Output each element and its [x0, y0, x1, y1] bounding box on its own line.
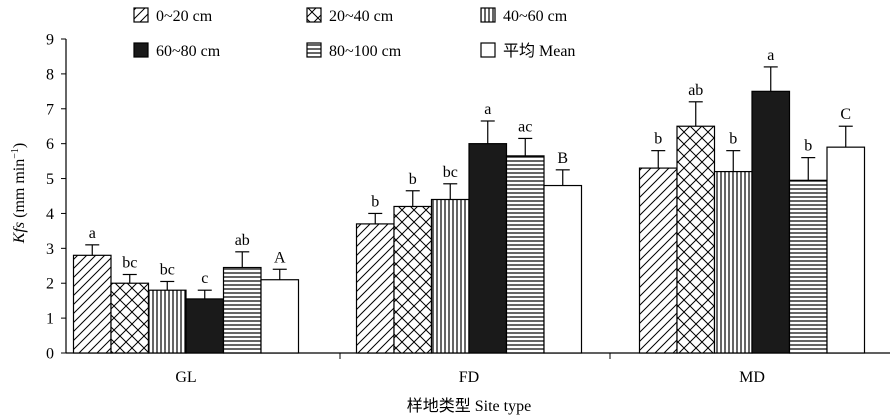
y-axis-label: Kfs (mm min−1): [10, 143, 28, 244]
y-tick-label: 2: [46, 276, 54, 293]
significance-letter: b: [729, 131, 737, 148]
legend-swatch: [480, 42, 496, 58]
bar: [638, 167, 678, 354]
x-axis-label: 样地类型 Site type: [407, 397, 531, 415]
legend-label: 20~40 cm: [329, 8, 394, 25]
significance-letter: bc: [122, 255, 137, 272]
bar: [222, 266, 262, 354]
y-tick-label: 3: [46, 241, 54, 258]
bar: [788, 179, 828, 354]
legend-swatch: [480, 7, 496, 23]
legend-swatch: [133, 42, 149, 58]
significance-letter: A: [274, 249, 286, 266]
significance-letter: C: [840, 106, 851, 123]
legend-label: 40~60 cm: [503, 8, 568, 25]
bar: [185, 298, 225, 354]
y-tick-label: 7: [46, 101, 54, 118]
bar: [430, 198, 470, 354]
significance-letter: a: [484, 101, 491, 118]
bar: [505, 155, 545, 354]
bar: [826, 146, 866, 354]
y-tick-label: 1: [46, 311, 54, 328]
significance-letter: ac: [518, 118, 532, 135]
significance-letter: b: [654, 131, 662, 148]
y-tick-label: 8: [46, 66, 54, 83]
bar: [72, 254, 112, 354]
bar: [713, 170, 753, 354]
y-tick-label: 0: [46, 346, 54, 363]
legend: 0~20 cm 20~40 cm 40~60 cm 60~80 cm 80~100 cm…: [133, 7, 575, 60]
significance-letter: a: [767, 47, 774, 64]
legend-label: 80~100 cm: [329, 43, 402, 60]
bar: [543, 184, 583, 354]
y-tick-label: 9: [46, 32, 54, 49]
bar: [110, 282, 150, 354]
significance-letter: ab: [688, 82, 703, 99]
legend-swatch: [306, 42, 322, 58]
legend-swatch: [133, 7, 149, 23]
y-tick-label: 4: [46, 206, 54, 223]
y-tick-label: 6: [46, 136, 54, 153]
y-tick-label: 5: [46, 171, 54, 188]
bar: [355, 223, 395, 354]
bar: [676, 125, 716, 354]
significance-letter: B: [557, 150, 568, 167]
bar: [393, 205, 433, 354]
bar: [260, 279, 300, 354]
legend-label: 平均 Mean: [503, 42, 575, 60]
significance-letter: bc: [160, 261, 175, 278]
legend-swatch: [306, 7, 322, 23]
significance-letter: c: [201, 270, 208, 287]
significance-letter: b: [804, 138, 812, 155]
x-tick-label: MD: [739, 369, 765, 386]
legend-label: 0~20 cm: [156, 8, 213, 25]
significance-letter: b: [371, 193, 379, 210]
bar: [751, 90, 791, 354]
legend-label: 60~80 cm: [156, 43, 221, 60]
x-tick-label: FD: [459, 369, 479, 386]
significance-letter: b: [409, 171, 417, 188]
significance-letter: a: [89, 225, 96, 242]
significance-letter: bc: [443, 164, 458, 181]
significance-letter: ab: [235, 232, 250, 249]
bar: [468, 143, 508, 354]
x-tick-label: GL: [175, 369, 196, 386]
bar: [147, 289, 187, 354]
